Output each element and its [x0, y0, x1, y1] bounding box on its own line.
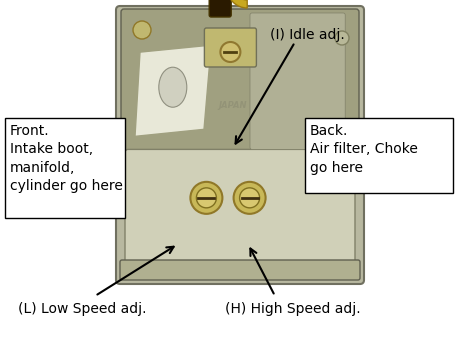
- Circle shape: [190, 182, 222, 214]
- Text: JAPAN: JAPAN: [219, 101, 247, 110]
- Circle shape: [196, 188, 216, 208]
- Text: (H) High Speed adj.: (H) High Speed adj.: [225, 302, 361, 316]
- Circle shape: [133, 21, 151, 39]
- Bar: [5, 118, 125, 218]
- Circle shape: [220, 42, 240, 62]
- FancyBboxPatch shape: [250, 13, 345, 149]
- Wedge shape: [227, 0, 247, 8]
- FancyBboxPatch shape: [121, 9, 359, 155]
- Circle shape: [234, 182, 266, 214]
- FancyBboxPatch shape: [209, 0, 231, 17]
- Text: Back.
Air filter, Choke
go here: Back. Air filter, Choke go here: [310, 124, 418, 175]
- FancyBboxPatch shape: [116, 6, 364, 284]
- Text: (L) Low Speed adj.: (L) Low Speed adj.: [18, 302, 147, 316]
- FancyBboxPatch shape: [125, 149, 355, 275]
- Text: Front.
Intake boot,
manifold,
cylinder go here: Front. Intake boot, manifold, cylinder g…: [10, 124, 123, 193]
- Text: (I) Idle adj.: (I) Idle adj.: [270, 28, 345, 42]
- FancyBboxPatch shape: [204, 28, 256, 67]
- Ellipse shape: [159, 67, 187, 107]
- FancyBboxPatch shape: [120, 260, 360, 280]
- Bar: [305, 118, 453, 193]
- Polygon shape: [135, 45, 211, 136]
- Circle shape: [240, 188, 260, 208]
- Circle shape: [335, 31, 349, 45]
